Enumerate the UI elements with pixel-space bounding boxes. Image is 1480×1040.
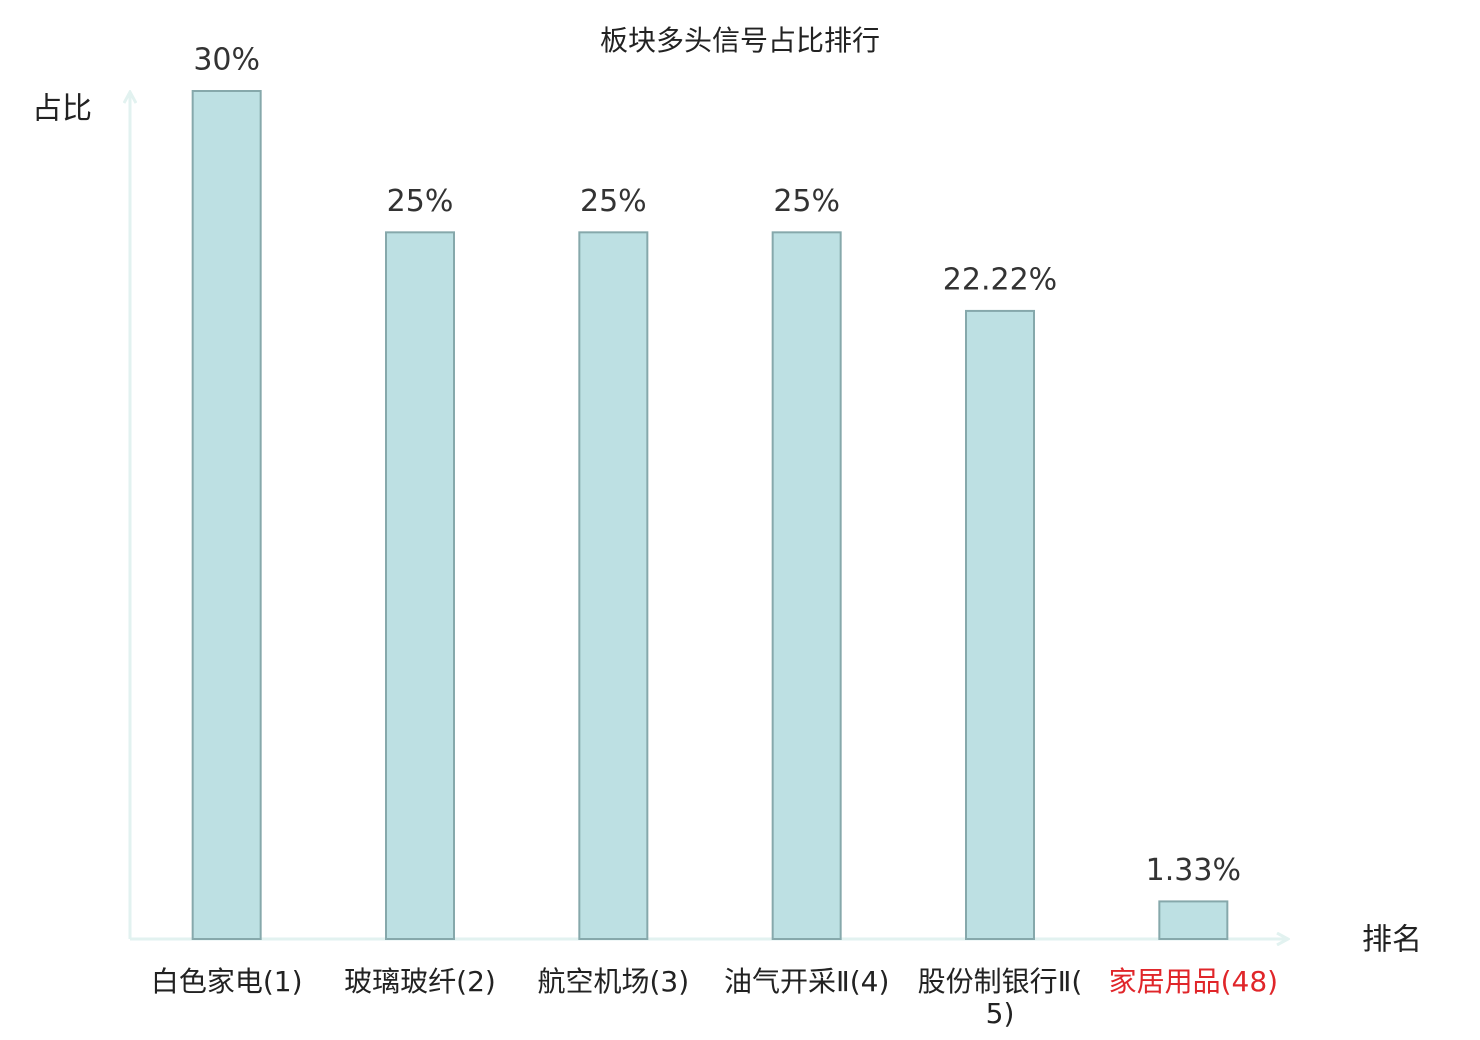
x-tick-label: 家居用品(48) [1109, 965, 1278, 998]
value-label: 25% [773, 184, 840, 219]
value-label: 22.22% [943, 262, 1057, 297]
x-tick-label: 白色家电(1) [151, 965, 303, 998]
bar [965, 309, 1035, 940]
y-axis-label: 占比 [32, 92, 92, 127]
chart-title: 板块多头信号占比排行 [600, 24, 880, 57]
value-label: 25% [580, 184, 647, 219]
x-tick-label: 油气开采Ⅱ(4) [724, 965, 889, 998]
bar [385, 231, 455, 941]
x-axis-label: 排名 [1362, 923, 1422, 958]
x-tick-label: 玻璃玻纤(2) [344, 965, 496, 998]
bar [191, 90, 262, 940]
bar [578, 231, 649, 941]
x-tick-label: 航空机场(3) [537, 965, 689, 998]
bar [771, 231, 842, 941]
x-tick-label: 股份制银行Ⅱ(5) [918, 965, 1083, 1030]
value-label: 25% [387, 184, 454, 219]
bar [1158, 900, 1229, 940]
value-label: 30% [193, 43, 260, 78]
value-label: 1.33% [1146, 853, 1241, 888]
